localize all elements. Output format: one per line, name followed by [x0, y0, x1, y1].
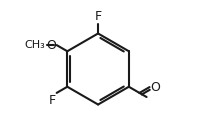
Text: O: O: [151, 81, 160, 94]
Text: F: F: [95, 10, 102, 23]
Text: CH₃: CH₃: [24, 40, 45, 50]
Text: O: O: [46, 39, 56, 52]
Text: F: F: [49, 94, 56, 107]
